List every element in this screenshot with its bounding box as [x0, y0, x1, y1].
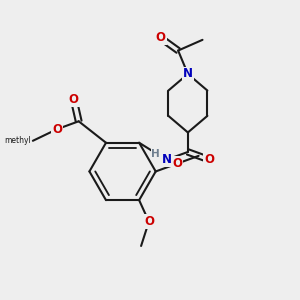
Text: methyl: methyl	[4, 136, 31, 145]
Text: N: N	[161, 153, 171, 166]
Text: N: N	[183, 68, 193, 80]
Text: O: O	[172, 157, 182, 170]
Text: O: O	[69, 93, 79, 106]
Text: O: O	[156, 32, 166, 44]
Text: H: H	[151, 149, 160, 159]
Text: O: O	[144, 215, 154, 228]
Text: O: O	[204, 153, 214, 166]
Text: O: O	[52, 123, 62, 136]
